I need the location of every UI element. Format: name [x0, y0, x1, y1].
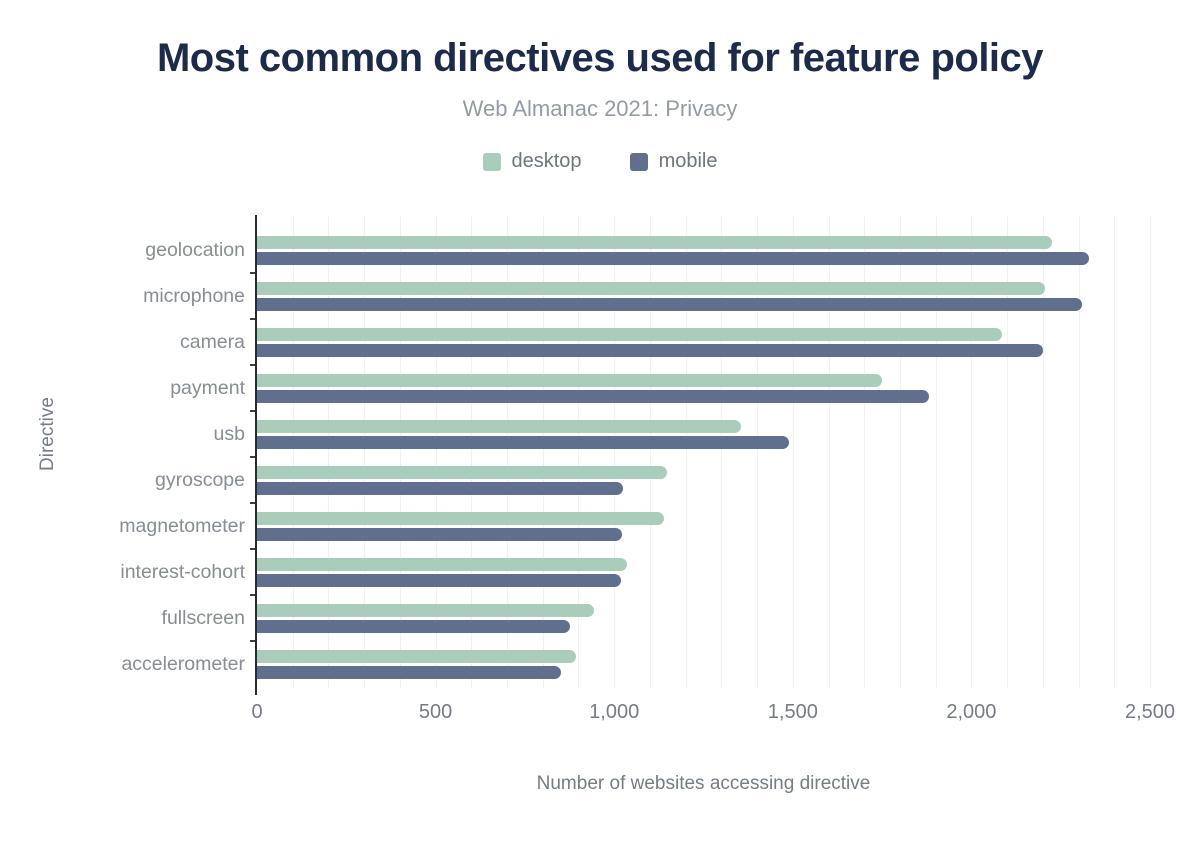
bar-desktop-usb[interactable]	[257, 419, 741, 433]
category-tick	[250, 456, 255, 458]
bar-mobile-payment[interactable]	[257, 389, 929, 403]
bar-desktop-camera[interactable]	[257, 327, 1002, 341]
y-axis-line	[255, 215, 257, 695]
gridline	[614, 215, 616, 688]
gridline	[507, 215, 509, 688]
category-tick	[250, 364, 255, 366]
bar-mobile-camera[interactable]	[257, 343, 1043, 357]
x-tick-label: 500	[418, 701, 453, 723]
gridline	[1042, 215, 1044, 688]
category-label: accelerometer	[121, 652, 245, 675]
gridline	[1078, 215, 1080, 688]
x-axis-tick-labels: 0 500 1,000 1,500 2,000 2,500	[251, 701, 1175, 727]
bar-desktop-payment[interactable]	[257, 373, 883, 387]
x-tick-label: 2,500	[1124, 701, 1176, 723]
legend-swatch-mobile	[629, 152, 648, 171]
bar-mobile-interest-cohort[interactable]	[257, 573, 621, 587]
gridline	[542, 215, 544, 688]
category-tick	[250, 410, 255, 412]
bar-desktop-fullscreen[interactable]	[257, 603, 594, 617]
bar-row-magnetometer	[257, 503, 1150, 549]
legend-label: mobile	[658, 150, 718, 172]
category-label: usb	[213, 422, 245, 445]
bar-row-accelerometer	[257, 641, 1150, 687]
legend: desktop mobile	[0, 150, 1200, 173]
gridline	[578, 215, 580, 688]
bar-mobile-usb[interactable]	[257, 435, 790, 449]
gridline	[399, 215, 401, 688]
gridline	[328, 215, 330, 688]
legend-item-mobile[interactable]: mobile	[629, 150, 718, 173]
category-tick	[250, 272, 255, 274]
x-tick-label: 1,000	[589, 701, 640, 723]
bar-row-payment	[257, 365, 1150, 411]
gridline	[649, 215, 651, 688]
bar-row-interest-cohort	[257, 549, 1150, 595]
gridline	[364, 215, 366, 688]
category-label: payment	[170, 376, 245, 399]
bar-desktop-gyroscope[interactable]	[257, 465, 668, 479]
bar-row-geolocation	[257, 227, 1150, 273]
chart-title: Most common directives used for feature …	[156, 36, 1044, 80]
bar-row-usb	[257, 411, 1150, 457]
category-tick	[250, 594, 255, 596]
bar-row-gyroscope	[257, 457, 1150, 503]
category-label: magnetometer	[119, 514, 245, 537]
category-label: fullscreen	[161, 606, 245, 629]
category-label: camera	[179, 330, 245, 353]
bar-mobile-geolocation[interactable]	[257, 251, 1090, 265]
bar-desktop-magnetometer[interactable]	[257, 511, 665, 525]
x-tick-label: 2,000	[946, 701, 997, 723]
gridline	[935, 215, 937, 688]
gridline	[721, 215, 723, 688]
x-tick-label: 1,500	[767, 701, 818, 723]
gridline	[828, 215, 830, 688]
bar-desktop-geolocation[interactable]	[257, 235, 1052, 249]
bar-mobile-microphone[interactable]	[257, 297, 1083, 311]
bar-row-microphone	[257, 273, 1150, 319]
gridline	[1114, 215, 1116, 688]
x-axis-title: Number of websites accessing directive	[536, 773, 871, 794]
gridline	[864, 215, 866, 688]
gridline	[1007, 215, 1009, 688]
bar-mobile-gyroscope[interactable]	[257, 481, 624, 495]
chart-subtitle: Web Almanac 2021: Privacy	[462, 96, 738, 121]
category-axis-labels: geolocation microphone camera payment usb gyr…	[0, 215, 245, 688]
gridline	[685, 215, 687, 688]
gridline	[292, 215, 294, 688]
legend-label: desktop	[511, 150, 582, 172]
gridline	[971, 215, 973, 688]
gridline	[792, 215, 794, 688]
bar-mobile-fullscreen[interactable]	[257, 619, 570, 633]
legend-item-desktop[interactable]: desktop	[482, 150, 582, 173]
gridline	[1150, 215, 1151, 688]
category-tick	[250, 318, 255, 320]
bar-row-fullscreen	[257, 595, 1150, 641]
bar-mobile-accelerometer[interactable]	[257, 665, 562, 679]
bar-desktop-accelerometer[interactable]	[257, 649, 576, 663]
gridline	[899, 215, 901, 688]
bar-row-camera	[257, 319, 1150, 365]
category-label: gyroscope	[155, 468, 245, 491]
plot-area	[250, 215, 1151, 695]
bar-desktop-interest-cohort[interactable]	[257, 557, 628, 571]
bar-mobile-magnetometer[interactable]	[257, 527, 623, 541]
gridline	[471, 215, 473, 688]
category-tick	[250, 548, 255, 550]
bar-desktop-microphone[interactable]	[257, 281, 1045, 295]
category-label: microphone	[143, 284, 245, 307]
category-tick	[250, 502, 255, 504]
x-tick-label: 0	[251, 701, 263, 723]
category-tick	[250, 640, 255, 642]
category-label: interest-cohort	[120, 560, 245, 583]
gridline	[757, 215, 759, 688]
gridline	[435, 215, 437, 688]
legend-swatch-desktop	[482, 152, 501, 171]
category-label: geolocation	[145, 238, 245, 261]
